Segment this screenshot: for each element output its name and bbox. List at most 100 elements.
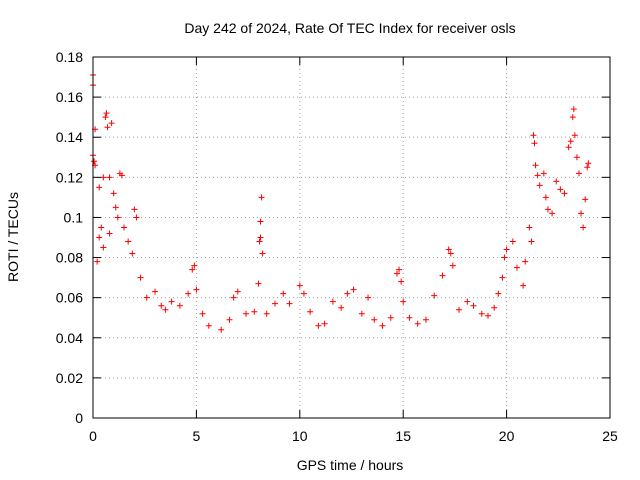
x-tick-label: 0 [89, 428, 97, 444]
y-tick-label: 0.1 [64, 209, 84, 225]
data-point [256, 238, 263, 245]
data-point [329, 298, 336, 305]
data-point [414, 320, 421, 327]
data-points [90, 72, 592, 333]
data-point [530, 132, 537, 139]
data-point [528, 238, 535, 245]
data-point [258, 194, 265, 201]
y-tick-label: 0.14 [56, 129, 83, 145]
data-point [470, 302, 477, 309]
data-point [393, 270, 400, 277]
data-point [137, 274, 144, 281]
data-point [406, 314, 413, 321]
data-point [501, 254, 508, 261]
data-point [243, 310, 250, 317]
data-point [263, 310, 270, 317]
data-point [449, 262, 456, 269]
data-point [94, 258, 101, 265]
data-point [185, 290, 192, 297]
data-point [338, 304, 345, 311]
data-point [439, 272, 446, 279]
data-point [114, 214, 121, 221]
grid [93, 57, 610, 418]
data-point [584, 164, 591, 171]
data-point [168, 298, 175, 305]
data-point [259, 250, 266, 257]
data-point [553, 178, 560, 185]
data-point [549, 210, 556, 217]
data-point [578, 210, 585, 217]
data-point [456, 306, 463, 313]
data-point [191, 262, 198, 269]
data-point [580, 224, 587, 231]
data-point [121, 224, 128, 231]
data-point [495, 290, 502, 297]
data-point [100, 174, 107, 181]
data-point [398, 278, 405, 285]
data-point [96, 184, 103, 191]
data-point [315, 322, 322, 329]
data-point [532, 162, 539, 169]
data-point [379, 322, 386, 329]
y-tick-label: 0.12 [56, 169, 83, 185]
data-point [218, 326, 225, 333]
data-point [571, 132, 578, 139]
data-point [118, 172, 125, 179]
data-point [98, 224, 105, 231]
data-point [251, 308, 258, 315]
data-point [162, 306, 169, 313]
data-point [561, 190, 568, 197]
data-point [570, 106, 577, 113]
y-tick-label: 0.18 [56, 49, 83, 65]
data-point [513, 264, 520, 271]
data-point [573, 154, 580, 161]
data-point [103, 110, 110, 117]
data-point [569, 114, 576, 121]
data-point [176, 302, 183, 309]
x-axis-label: GPS time / hours [297, 457, 404, 473]
data-point [257, 234, 264, 241]
data-point [96, 234, 103, 241]
x-tick-label: 10 [292, 428, 308, 444]
data-point [91, 158, 98, 165]
data-point [106, 230, 113, 237]
data-point [534, 172, 541, 179]
data-point [531, 140, 538, 147]
data-point [350, 286, 357, 293]
data-point [133, 214, 140, 221]
data-point [255, 280, 262, 287]
data-point [129, 250, 136, 257]
data-point [557, 186, 564, 193]
data-point [520, 282, 527, 289]
data-point [464, 298, 471, 305]
data-point [544, 206, 551, 213]
data-point [396, 266, 403, 273]
data-point [296, 282, 303, 289]
y-tick-label: 0.02 [56, 370, 83, 386]
data-point [102, 114, 109, 121]
y-tick-label: 0.04 [56, 330, 83, 346]
y-tick-label: 0.08 [56, 250, 83, 266]
data-point [234, 288, 241, 295]
y-axis-label: ROTI / TECUs [5, 192, 21, 282]
data-point [344, 290, 351, 297]
data-point [280, 290, 287, 297]
data-point [271, 300, 278, 307]
axis-ticks: 0 0.02 0.04 0.06 0.08 0.1 0.12 0.14 0.16 0.18 0 5 10… [56, 49, 618, 444]
data-point [526, 224, 533, 231]
x-tick-label: 20 [499, 428, 515, 444]
data-point [536, 182, 543, 189]
data-point [199, 310, 206, 317]
data-point [112, 204, 119, 211]
data-point [358, 310, 365, 317]
data-point [143, 294, 150, 301]
data-point [422, 316, 429, 323]
data-point [193, 286, 200, 293]
data-point [158, 302, 165, 309]
x-tick-label: 15 [395, 428, 411, 444]
data-point [582, 196, 589, 203]
data-point [100, 244, 107, 251]
data-point [387, 314, 394, 321]
chart-title: Day 242 of 2024, Rate Of TEC Index for r… [184, 20, 515, 36]
